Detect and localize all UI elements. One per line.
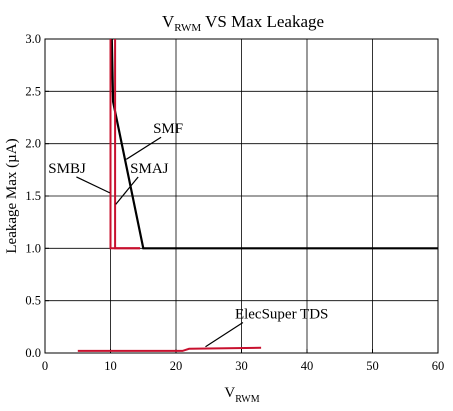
series-line-smaj	[114, 39, 140, 250]
x-tick-label: 0	[42, 359, 48, 373]
x-axis-title-main: V	[224, 385, 235, 401]
x-tick-label: 40	[301, 359, 314, 373]
annotation-leader-smaj	[115, 176, 139, 205]
y-tick-label: 0.5	[25, 294, 41, 308]
x-tick-label: 60	[432, 359, 445, 373]
annotations: SMF SMBJ SMAJ ElecSuper TDS	[48, 121, 328, 348]
x-axis-title-sub: RWM	[235, 394, 260, 405]
y-tick-label: 2.5	[25, 84, 41, 98]
series-line-smf	[110, 38, 438, 250]
annotation-label-smf: SMF	[153, 121, 183, 137]
chart-title: VRWM VS Max Leakage	[162, 12, 324, 34]
series-layer	[77, 38, 438, 352]
y-tick-label: 0.0	[25, 346, 41, 360]
y-tick-label: 2.0	[25, 137, 41, 151]
x-tick-label: 30	[235, 359, 248, 373]
x-axis-title: VRWM	[224, 385, 259, 405]
annotation-label-smbj: SMBJ	[48, 161, 86, 177]
y-axis-title: Leakage Max (µA)	[4, 138, 20, 253]
series-line-elecsuper-tds	[77, 346, 262, 352]
axis-ticks: 0 10 20 30 40 50 60 0.0 0.5 1.0 1.5 2.0 2.5 3.0	[25, 32, 444, 373]
y-tick-label: 1.5	[25, 189, 41, 203]
chart-title-sub: RWM	[174, 22, 201, 34]
x-tick-label: 50	[366, 359, 379, 373]
x-tick-label: 20	[170, 359, 183, 373]
annotation-leader-smf	[125, 136, 162, 160]
y-tick-label: 1.0	[25, 241, 41, 255]
annotation-label-smaj: SMAJ	[130, 161, 169, 177]
y-tick-label: 3.0	[25, 32, 41, 46]
chart-title-rest: VS Max Leakage	[201, 12, 324, 31]
annotation-leader-smbj	[76, 176, 111, 194]
chart-title-main: V	[162, 12, 175, 31]
annotation-label-elecsuper-tds: ElecSuper TDS	[235, 306, 328, 322]
x-tick-label: 10	[104, 359, 117, 373]
annotation-leader-elecsuper-tds	[205, 321, 244, 348]
